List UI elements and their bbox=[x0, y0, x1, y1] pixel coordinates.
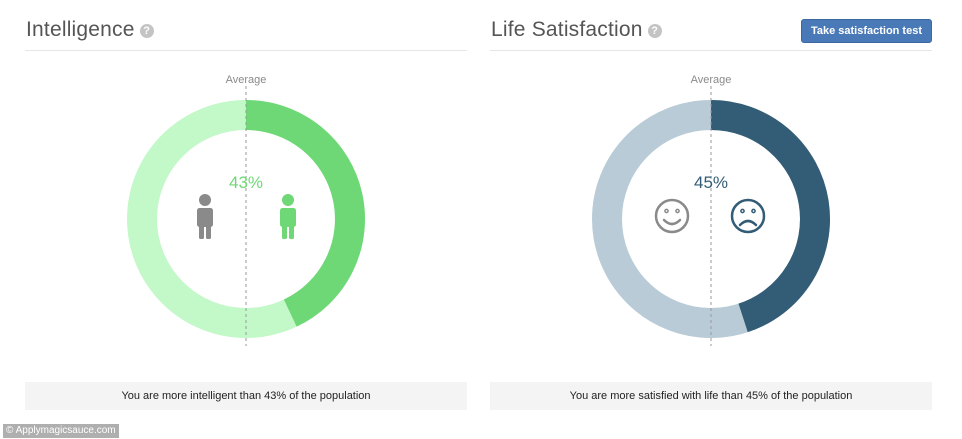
life-satisfaction-percent-label: 45% bbox=[693, 173, 729, 192]
take-satisfaction-test-button[interactable]: Take satisfaction test bbox=[800, 19, 932, 43]
life-satisfaction-donut-chart: Average 45% bbox=[490, 60, 932, 360]
life-satisfaction-ring-percentile-arc bbox=[710, 100, 830, 333]
help-icon[interactable]: ? bbox=[647, 24, 662, 38]
average-label: Average bbox=[225, 74, 267, 86]
person-icon-green bbox=[280, 194, 296, 239]
life-satisfaction-donut-svg bbox=[592, 86, 830, 346]
smile-face-icon bbox=[654, 198, 690, 234]
life-satisfaction-caption: You are more satisfied with life than 45… bbox=[490, 382, 932, 410]
intelligence-header: Intelligence? bbox=[25, 14, 467, 51]
intelligence-title: Intelligence? bbox=[26, 18, 154, 42]
life-satisfaction-title: Life Satisfaction? bbox=[491, 18, 662, 42]
intelligence-caption: You are more intelligent than 43% of the… bbox=[25, 382, 467, 410]
average-label: Average bbox=[690, 74, 732, 86]
intelligence-percent-label: 43% bbox=[228, 173, 264, 192]
life-satisfaction-header: Life Satisfaction? Take satisfaction tes… bbox=[490, 14, 932, 51]
person-icon-gray bbox=[197, 194, 213, 239]
intelligence-title-text: Intelligence bbox=[26, 18, 135, 41]
watermark: © Applymagicsauce.com bbox=[3, 424, 119, 438]
life-satisfaction-panel: Life Satisfaction? Take satisfaction tes… bbox=[490, 0, 932, 439]
sad-face-icon bbox=[730, 198, 766, 234]
life-satisfaction-title-text: Life Satisfaction bbox=[491, 18, 643, 41]
help-icon[interactable]: ? bbox=[139, 24, 154, 38]
intelligence-donut-svg bbox=[127, 86, 365, 346]
intelligence-ring-percentile-arc bbox=[245, 100, 365, 327]
intelligence-panel: Intelligence? Average 43% You bbox=[25, 0, 467, 439]
intelligence-donut-chart: Average 43% bbox=[25, 60, 467, 360]
